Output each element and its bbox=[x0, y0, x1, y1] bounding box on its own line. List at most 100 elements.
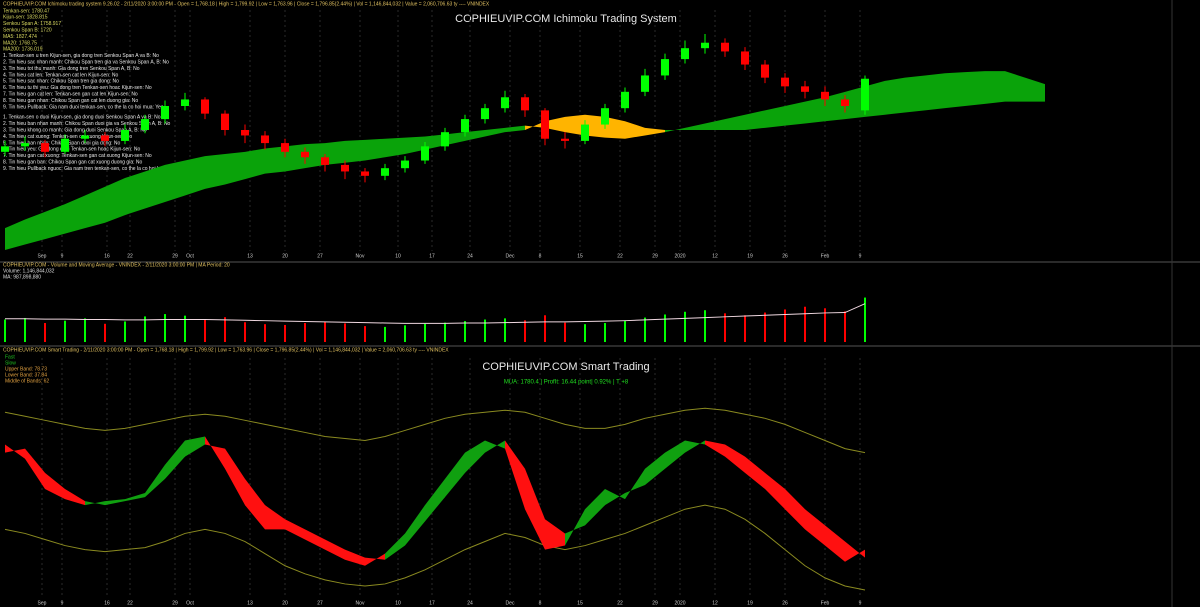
indicator-text: 3. Tin hieu khong co manh: Gia dong duoi… bbox=[3, 128, 147, 134]
cloud-segment bbox=[825, 91, 845, 122]
upper-band bbox=[4, 407, 866, 454]
volume-bar bbox=[644, 317, 646, 342]
volume-bar bbox=[404, 325, 406, 342]
x-tick-label: 19 bbox=[747, 600, 753, 606]
volume-bar bbox=[64, 320, 66, 342]
x-tick-label: Feb bbox=[821, 253, 830, 259]
indicator-text: MA200: 1736.019 bbox=[3, 47, 43, 53]
ribbon-segment bbox=[605, 489, 625, 506]
candle-body bbox=[341, 164, 349, 172]
ribbon-segment bbox=[445, 452, 465, 498]
cloud-segment bbox=[445, 132, 465, 146]
x-tick-label: 29 bbox=[172, 600, 178, 606]
x-tick-label: Sep bbox=[38, 600, 47, 606]
candle-body bbox=[841, 99, 849, 106]
candle-body bbox=[241, 130, 249, 136]
x-tick-label: 27 bbox=[317, 600, 323, 606]
ribbon-segment bbox=[565, 509, 585, 546]
cloud-segment bbox=[1005, 71, 1025, 102]
legend-entry: Slow bbox=[5, 360, 16, 366]
cloud-segment bbox=[425, 134, 445, 150]
volume-bar bbox=[4, 319, 6, 342]
volume-bar bbox=[384, 326, 386, 342]
cloud-segment bbox=[565, 114, 585, 136]
ribbon-segment bbox=[45, 472, 65, 500]
x-tick-label: Oct bbox=[186, 600, 194, 606]
cloud-segment bbox=[465, 130, 485, 141]
x-tick-label: 10 bbox=[395, 600, 401, 606]
x-tick-label: 22 bbox=[617, 600, 623, 606]
x-tick-label: Feb bbox=[821, 600, 830, 606]
candle-body bbox=[261, 135, 269, 144]
volume-bar bbox=[124, 321, 126, 342]
candle-body bbox=[361, 171, 369, 176]
indicator-text: 6. Tin hieu yeu: Gia dong duoi Tenkan-se… bbox=[3, 147, 140, 153]
indicator-text: Senkou Span B: 1720 bbox=[3, 28, 52, 34]
candle-body bbox=[421, 146, 429, 161]
ribbon-segment bbox=[285, 519, 305, 540]
cloud-segment bbox=[105, 178, 125, 223]
indicator-text: Tenkan-sen: 1780.47 bbox=[3, 8, 50, 14]
candle-body bbox=[441, 132, 449, 147]
x-tick-label: 9 bbox=[859, 600, 862, 606]
candle-body bbox=[201, 99, 209, 114]
ribbon-segment bbox=[465, 440, 485, 473]
volume-bar bbox=[464, 321, 466, 342]
x-tick-label: 26 bbox=[782, 253, 788, 259]
volume-bar bbox=[264, 324, 266, 342]
cloud-segment bbox=[645, 127, 665, 136]
indicator-text: 2. Tin hieu sac nhan manh: Chikou Span t… bbox=[3, 60, 169, 66]
x-tick-label: 13 bbox=[247, 253, 253, 259]
indicator-text: Kijun-sen: 1828.815 bbox=[3, 15, 48, 21]
cloud-segment bbox=[25, 211, 45, 245]
candle-body bbox=[661, 59, 669, 76]
cloud-segment bbox=[865, 80, 885, 117]
cloud-segment bbox=[245, 148, 265, 180]
cloud-segment bbox=[285, 144, 305, 172]
ribbon-segment bbox=[785, 489, 805, 530]
volume-bar bbox=[324, 321, 326, 342]
ribbon-segment bbox=[725, 444, 745, 473]
indicator-text: 9. Tin hieu Pullback nguoc: Gia nam tren… bbox=[3, 166, 175, 172]
ribbon-segment bbox=[105, 499, 125, 506]
ribbon-segment bbox=[745, 456, 765, 489]
volume-bar bbox=[744, 315, 746, 342]
cloud-segment bbox=[685, 123, 705, 130]
volume-bar bbox=[24, 317, 26, 342]
x-tick-label: 12 bbox=[712, 600, 718, 606]
candle-body bbox=[761, 64, 769, 78]
cloud-segment bbox=[665, 127, 685, 133]
cloud-segment bbox=[765, 106, 785, 128]
x-tick-label: 16 bbox=[104, 253, 110, 259]
cloud-segment bbox=[785, 101, 805, 126]
cloud-segment bbox=[845, 86, 865, 120]
cloud-segment bbox=[945, 72, 965, 109]
cloud-segment bbox=[385, 137, 405, 158]
x-tick-label: Nov bbox=[356, 253, 365, 259]
candle-body bbox=[141, 119, 149, 130]
cloud-segment bbox=[345, 139, 365, 163]
volume-bar bbox=[664, 314, 666, 342]
volume-bar bbox=[864, 297, 866, 342]
volume-bar bbox=[364, 326, 366, 342]
candle-body bbox=[401, 160, 409, 169]
ribbon-segment bbox=[665, 440, 685, 469]
lower-band bbox=[4, 504, 866, 591]
x-tick-label: 17 bbox=[429, 600, 435, 606]
volume-bar bbox=[304, 323, 306, 342]
volume-bar bbox=[164, 314, 166, 342]
volume-bar bbox=[804, 306, 806, 342]
candle-body bbox=[181, 99, 189, 106]
indicator-text: 4. Tin hieu cat len: Tenkan-sen cat len … bbox=[3, 72, 118, 78]
cloud-segment bbox=[745, 110, 765, 130]
cloud-segment bbox=[305, 143, 325, 169]
x-tick-label: Dec bbox=[506, 600, 515, 606]
legend-entry: Fast bbox=[5, 354, 15, 360]
ribbon-segment bbox=[365, 553, 385, 566]
ribbon-segment bbox=[65, 489, 85, 506]
ma-line bbox=[5, 303, 866, 324]
cloud-segment bbox=[525, 121, 545, 130]
header: COPHIEUVIP.COM Ichimoku trading system 9… bbox=[3, 1, 490, 7]
legend-entry: MA: 987,898,880 bbox=[3, 274, 41, 280]
